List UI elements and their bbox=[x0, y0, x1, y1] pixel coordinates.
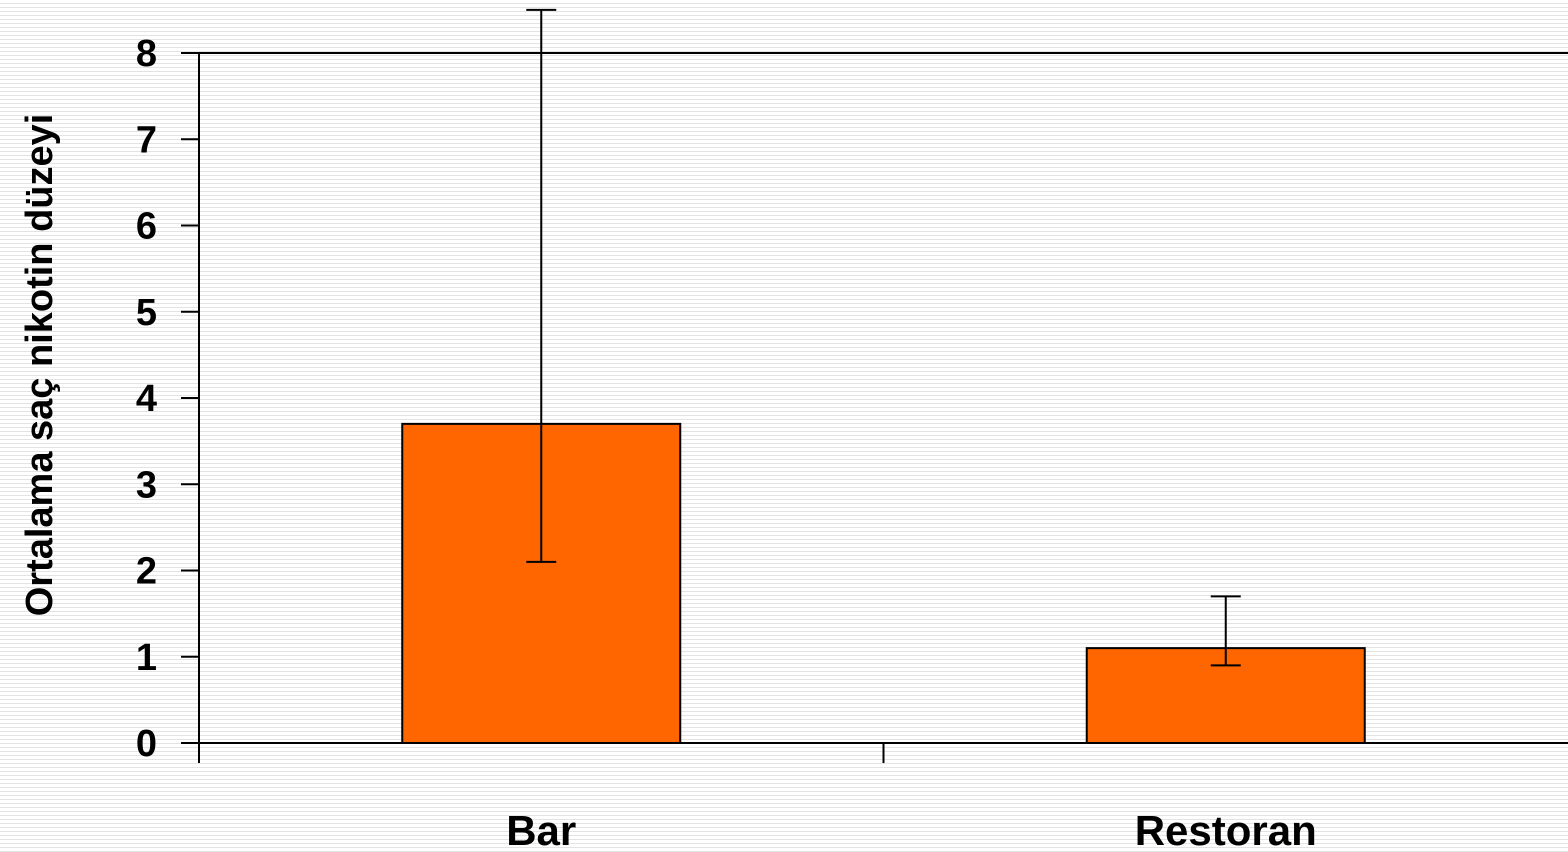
y-tick-label: 0 bbox=[136, 723, 157, 765]
y-axis-title: Ortalama saç nikotin düzeyi bbox=[19, 114, 61, 617]
bars bbox=[401, 422, 1366, 744]
category-labels: Bar Restoran bbox=[506, 807, 1317, 852]
y-tick-label: 2 bbox=[136, 551, 157, 593]
y-tick-label: 3 bbox=[136, 464, 157, 506]
x-category-label: Bar bbox=[506, 807, 576, 852]
y-tick-label: 1 bbox=[136, 637, 157, 679]
x-category-label: Restoran bbox=[1135, 807, 1317, 852]
error-bars bbox=[526, 8, 1241, 667]
y-tick-label: 6 bbox=[136, 206, 157, 248]
y-tick-label: 4 bbox=[136, 378, 157, 420]
y-tick-label: 7 bbox=[136, 119, 157, 161]
axes bbox=[198, 52, 1568, 763]
y-tick-label: 5 bbox=[136, 292, 157, 334]
y-tick-label: 8 bbox=[136, 33, 157, 75]
y-axis-ticks: 0 1 2 3 4 5 6 7 8 bbox=[136, 33, 199, 765]
